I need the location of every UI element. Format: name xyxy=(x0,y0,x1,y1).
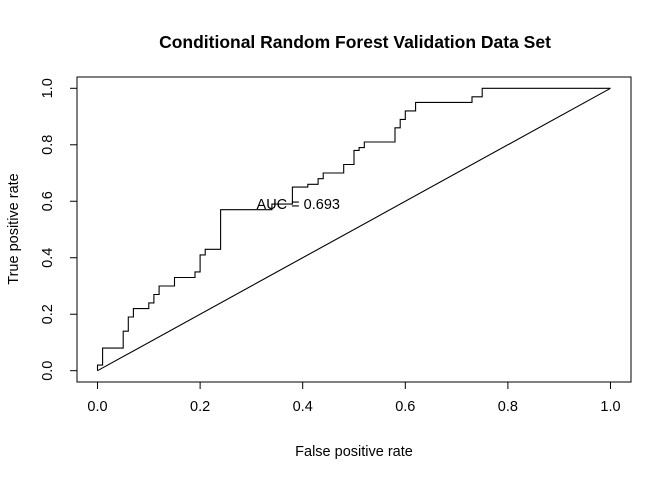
roc-curve xyxy=(96,87,611,371)
x-axis-label: False positive rate xyxy=(295,444,413,460)
y-tick-label: 1.0 xyxy=(40,78,56,98)
x-axis: 0.0 0.2 0.4 0.6 0.8 1.0 xyxy=(87,381,621,415)
auc-annotation: AUC = 0.693 xyxy=(257,197,340,213)
x-tick-label: 1.0 xyxy=(600,399,620,415)
y-tick-label: 0.0 xyxy=(40,361,56,381)
y-tick-label: 0.4 xyxy=(40,248,56,268)
series-layer xyxy=(96,87,611,372)
chart-title: Conditional Random Forest Validation Dat… xyxy=(159,32,551,52)
x-tick-label: 0.8 xyxy=(498,399,518,415)
x-tick-label: 0.2 xyxy=(190,399,210,415)
y-axis: 0.0 0.2 0.4 0.6 0.8 1.0 xyxy=(40,78,78,381)
y-tick-label: 0.8 xyxy=(40,135,56,155)
diagonal-reference-line xyxy=(97,87,611,372)
y-tick-label: 0.6 xyxy=(40,191,56,211)
x-tick-label: 0.6 xyxy=(395,399,415,415)
x-tick-label: 0.4 xyxy=(293,399,313,415)
y-tick-label: 0.2 xyxy=(40,304,56,324)
x-tick-label: 0.0 xyxy=(87,399,107,415)
y-axis-label: True positive rate xyxy=(6,173,22,284)
